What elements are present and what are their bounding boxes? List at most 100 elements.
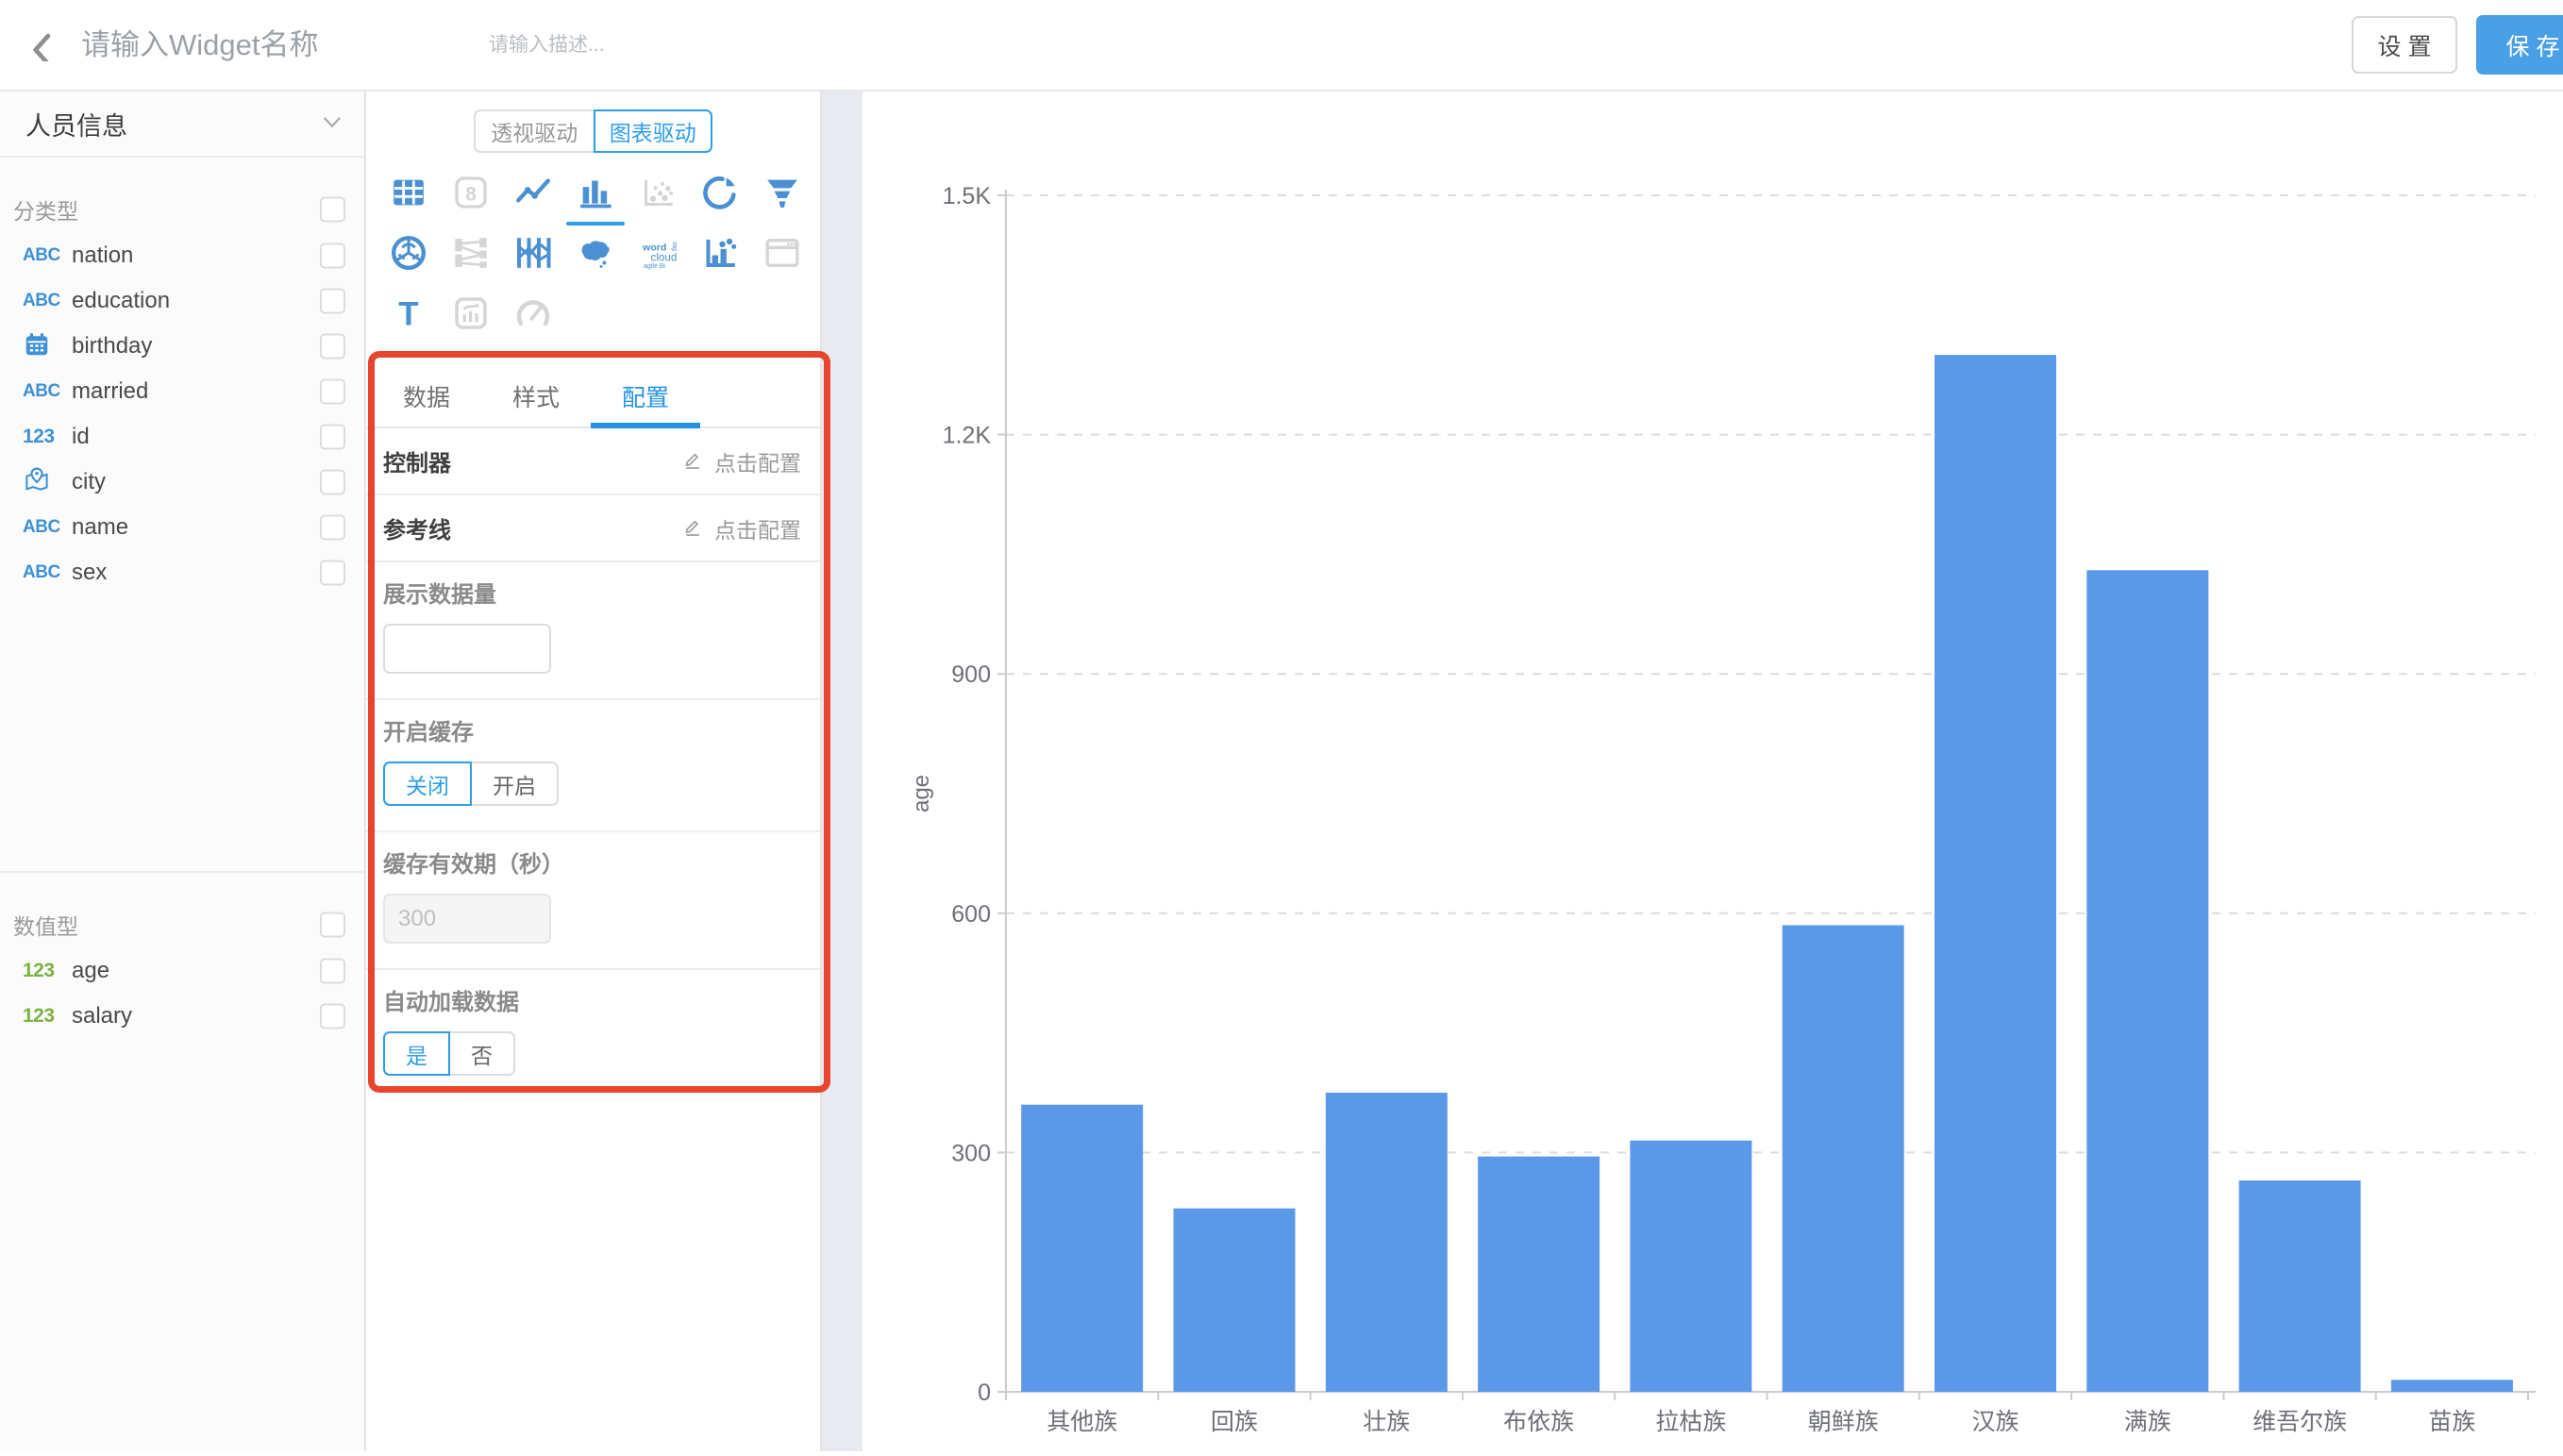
field-item-name[interactable]: ABC name <box>0 505 364 550</box>
field-name: sex <box>72 560 108 585</box>
view-selector[interactable]: 人员信息 <box>0 92 364 158</box>
config-row-参考线: 参考线 点击配置 <box>366 495 820 562</box>
svg-text:8: 8 <box>465 183 477 205</box>
section-label: 分类型 <box>13 199 78 224</box>
chart-type-wordcloud-icon[interactable]: word cloud agile Bi tag <box>636 232 679 274</box>
display-count-input[interactable] <box>383 624 551 674</box>
svg-text:维吾尔族: 维吾尔族 <box>2253 1409 2347 1435</box>
toggle-option-图表驱动[interactable]: 图表驱动 <box>593 109 712 153</box>
cache-ttl-input <box>383 894 551 944</box>
configure-link[interactable]: 点击配置 <box>682 512 801 544</box>
svg-text:agile Bi: agile Bi <box>644 263 665 270</box>
save-button[interactable]: 保 存 <box>2476 15 2563 75</box>
svg-text:朝鲜族: 朝鲜族 <box>1808 1409 1879 1435</box>
field-name: salary <box>72 1003 133 1029</box>
field-name: id <box>72 424 90 449</box>
autoload-section: 自动加载数据 是否 <box>366 970 820 1100</box>
sidebar-divider <box>0 871 364 873</box>
settings-button[interactable]: 设 置 <box>2352 16 2457 74</box>
svg-text:age: age <box>909 775 934 812</box>
field-item-salary[interactable]: 123 salary <box>0 994 364 1039</box>
string-type-icon: ABC <box>23 381 60 401</box>
svg-text:汉族: 汉族 <box>1971 1409 2019 1435</box>
configure-link[interactable]: 点击配置 <box>682 445 801 477</box>
panel-tabs: 数据 样式 配置 <box>366 379 820 428</box>
chart-preview[interactable]: 0 300 600 900 1.2K 1.5K 其他族 回族 壮族 布依族 拉枯族 朝鲜族 汉族 满族 维吾… <box>863 92 2563 1451</box>
chart-type-scatter-icon <box>636 172 679 213</box>
field-item-age[interactable]: 123 age <box>0 948 364 994</box>
section-checkbox[interactable] <box>320 196 345 223</box>
number-type-icon: 123 <box>23 960 55 981</box>
chart-type-text-icon[interactable]: T <box>387 293 430 334</box>
chevron-down-icon <box>321 111 345 136</box>
chart-type-radar-icon[interactable] <box>387 232 430 274</box>
field-item-nation[interactable]: ABC nation <box>0 233 364 278</box>
chart-type-line-icon[interactable] <box>511 172 555 213</box>
toggle-option-透视驱动[interactable]: 透视驱动 <box>474 109 594 153</box>
tab-样式[interactable]: 样式 <box>511 385 560 411</box>
chart-type-map-icon[interactable] <box>574 232 617 274</box>
cache-label: 开启缓存 <box>383 720 474 745</box>
toggle-option-开启[interactable]: 开启 <box>472 761 559 806</box>
chart-type-funnel-icon[interactable] <box>761 172 804 213</box>
config-row-label: 控制器 <box>383 451 451 477</box>
calendar-icon <box>23 330 51 363</box>
chart-type-parallel-icon[interactable] <box>511 232 555 274</box>
field-item-education[interactable]: ABC education <box>0 278 364 324</box>
chart-type-combo-icon[interactable] <box>698 232 742 274</box>
field-checkbox[interactable] <box>320 333 345 360</box>
chart-type-pie-icon[interactable] <box>698 172 742 213</box>
field-checkbox[interactable] <box>320 958 345 984</box>
section-checkbox[interactable] <box>320 912 345 938</box>
widget-description-input[interactable] <box>487 32 808 58</box>
chart-type-table-icon[interactable] <box>387 172 430 213</box>
bar-chart[interactable]: 0 300 600 900 1.2K 1.5K 其他族 回族 壮族 布依族 拉枯族 朝鲜族 汉族 满族 维吾… <box>863 92 2561 1451</box>
field-checkbox[interactable] <box>320 469 345 495</box>
field-item-city[interactable]: city <box>0 460 364 505</box>
back-icon[interactable] <box>25 29 57 61</box>
svg-text:900: 900 <box>951 661 991 688</box>
chart-type-scorecard-icon: 8 <box>449 172 493 213</box>
tab-数据[interactable]: 数据 <box>402 385 450 411</box>
field-checkbox[interactable] <box>320 288 345 314</box>
drive-mode-toggle: 透视驱动 图表驱动 <box>474 109 712 153</box>
toggle-option-否[interactable]: 否 <box>450 1031 515 1076</box>
field-item-sex[interactable]: ABC sex <box>0 550 364 595</box>
config-row-控制器: 控制器 点击配置 <box>366 428 820 495</box>
field-checkbox[interactable] <box>320 560 345 586</box>
svg-text:300: 300 <box>951 1140 991 1166</box>
field-item-birthday[interactable]: birthday <box>0 324 364 369</box>
svg-text:cloud: cloud <box>651 251 678 263</box>
chart-type-bar-icon[interactable] <box>566 172 625 226</box>
top-bar: 设 置 保 存 <box>0 0 2563 92</box>
cache-section: 开启缓存 关闭 开启 <box>366 700 820 832</box>
field-name: nation <box>72 243 134 268</box>
field-checkbox[interactable] <box>320 243 345 269</box>
svg-text:满族: 满族 <box>2124 1409 2171 1435</box>
field-checkbox[interactable] <box>320 378 345 405</box>
field-name: age <box>72 958 110 983</box>
toggle-option-关闭[interactable]: 关闭 <box>383 761 472 806</box>
field-checkbox[interactable] <box>320 1003 345 1029</box>
field-item-married[interactable]: ABC married <box>0 369 364 414</box>
tab-配置[interactable]: 配置 <box>591 379 700 428</box>
svg-text:0: 0 <box>978 1380 991 1406</box>
field-checkbox[interactable] <box>320 424 345 450</box>
edit-pencil-icon <box>682 516 707 541</box>
chart-type-grid: 8 word cloud agile Bi tag T <box>366 172 820 353</box>
widget-name-input[interactable] <box>79 26 485 63</box>
field-checkbox[interactable] <box>320 514 345 541</box>
chart-type-gauge-icon <box>511 293 555 334</box>
field-name: birthday <box>72 333 153 359</box>
section-label: 数值型 <box>13 914 78 939</box>
toggle-option-是[interactable]: 是 <box>383 1031 450 1076</box>
field-item-id[interactable]: 123 id <box>0 414 364 460</box>
svg-text:拉枯族: 拉枯族 <box>1655 1409 1726 1435</box>
svg-text:T: T <box>398 296 418 333</box>
svg-text:word: word <box>642 243 666 254</box>
field-section-header: 分类型 <box>0 195 364 224</box>
config-row-label: 参考线 <box>383 518 451 544</box>
string-type-icon: ABC <box>23 291 60 310</box>
number-type-icon: 123 <box>23 426 55 447</box>
cache-ttl-label: 缓存有效期（秒） <box>383 852 564 878</box>
